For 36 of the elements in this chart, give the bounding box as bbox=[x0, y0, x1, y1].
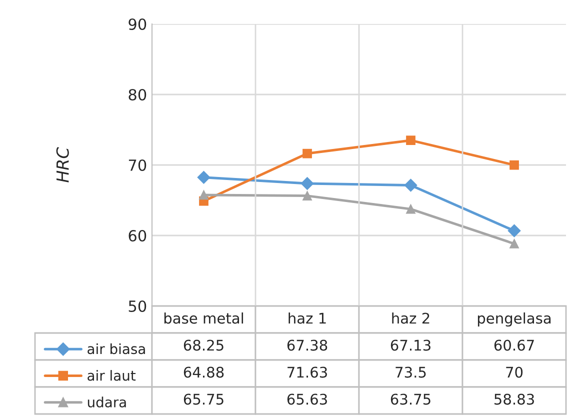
data-label: 70 bbox=[506, 366, 523, 378]
point bbox=[508, 224, 521, 238]
x-tick-label: haz 1 bbox=[288, 312, 326, 324]
data-label: 64.88 bbox=[184, 366, 224, 378]
x-tick-label: base metal bbox=[164, 312, 244, 324]
point bbox=[199, 190, 208, 200]
data-label: 71.63 bbox=[288, 366, 327, 378]
point bbox=[406, 204, 416, 214]
y-tick-label: 50 bbox=[128, 300, 146, 312]
legend-label: air biasa bbox=[88, 343, 145, 354]
y-axis-title: HRC bbox=[56, 147, 69, 182]
data-label: 65.75 bbox=[184, 394, 224, 405]
y-tick-label: 60 bbox=[128, 230, 146, 242]
point bbox=[197, 170, 210, 184]
x-tick-label: haz 2 bbox=[392, 312, 430, 324]
data-label: 60.67 bbox=[494, 340, 534, 351]
point bbox=[302, 148, 312, 158]
legend-label: udara bbox=[88, 396, 126, 408]
y-tick-label: 90 bbox=[128, 18, 146, 30]
data-label: 65.63 bbox=[287, 394, 327, 405]
y-tick-label: 70 bbox=[128, 159, 146, 172]
point bbox=[302, 191, 312, 200]
point bbox=[406, 136, 416, 146]
y-tick-label: 80 bbox=[128, 88, 146, 101]
data-label: 68.25 bbox=[184, 340, 224, 351]
point bbox=[300, 177, 314, 190]
data-label: 58.83 bbox=[494, 394, 534, 405]
data-label: 73.5 bbox=[396, 366, 426, 378]
data-label: 67.38 bbox=[287, 340, 328, 351]
data-label: 63.75 bbox=[390, 394, 430, 405]
data-label: 67.13 bbox=[390, 340, 430, 351]
x-tick-label: pengelasa bbox=[478, 312, 551, 327]
point bbox=[510, 239, 519, 248]
point bbox=[510, 160, 519, 170]
point bbox=[404, 178, 418, 192]
legend-label: air laut bbox=[88, 370, 136, 381]
